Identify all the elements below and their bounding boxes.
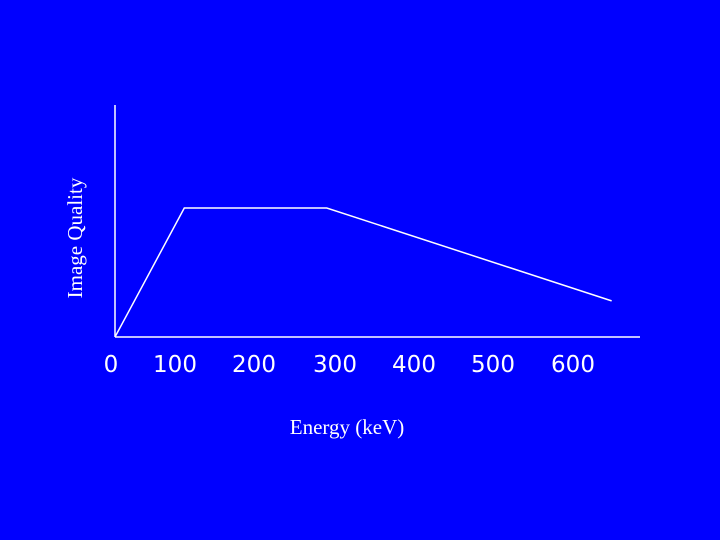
x-tick-label: 500 (471, 352, 515, 378)
series-line-1 (114, 207, 612, 338)
x-tick-label: 400 (392, 352, 436, 378)
x-tick-label: 300 (313, 352, 357, 378)
chart-axes (114, 105, 640, 338)
x-tick-label: 200 (232, 352, 276, 378)
x-axis-title: Energy (keV) (290, 415, 405, 439)
x-tick-label: 100 (153, 352, 197, 378)
x-tick-label: 600 (551, 352, 595, 378)
x-tick-label: 0 (104, 352, 119, 378)
series-layer (114, 207, 612, 338)
y-axis-title: Image Quality (63, 177, 87, 298)
x-tick-labels: 0 100 200 300 400 500 600 (104, 352, 595, 378)
